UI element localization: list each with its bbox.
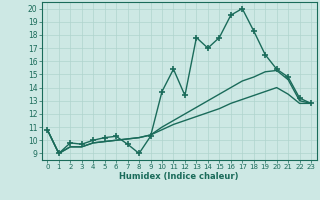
X-axis label: Humidex (Indice chaleur): Humidex (Indice chaleur) <box>119 172 239 181</box>
